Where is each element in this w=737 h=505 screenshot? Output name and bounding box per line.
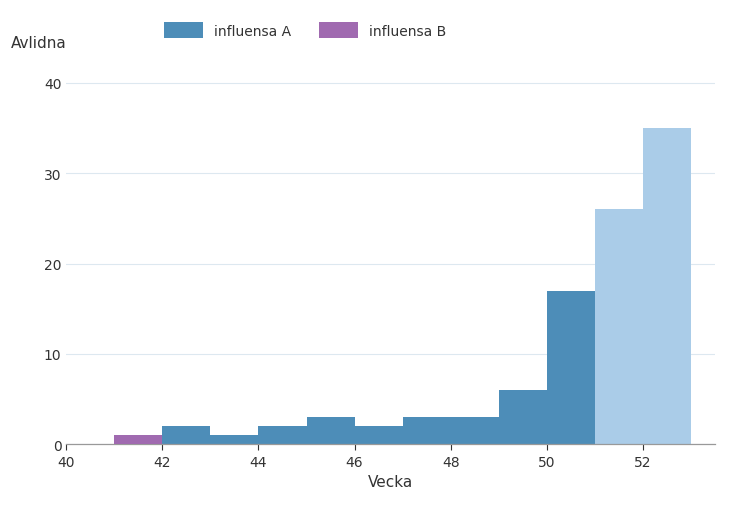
Bar	[643, 129, 691, 444]
Bar	[499, 390, 547, 444]
Text: Avlidna: Avlidna	[11, 35, 67, 50]
X-axis label: Vecka: Vecka	[368, 474, 413, 489]
Bar	[259, 426, 307, 444]
Bar	[402, 417, 450, 444]
Bar	[450, 417, 499, 444]
Bar	[114, 435, 162, 444]
Bar	[211, 435, 259, 444]
Bar	[354, 426, 402, 444]
Bar	[547, 291, 595, 444]
Bar	[595, 210, 643, 444]
Legend: influensa A, influensa B: influensa A, influensa B	[164, 23, 446, 39]
Bar	[307, 417, 354, 444]
Bar	[162, 426, 211, 444]
